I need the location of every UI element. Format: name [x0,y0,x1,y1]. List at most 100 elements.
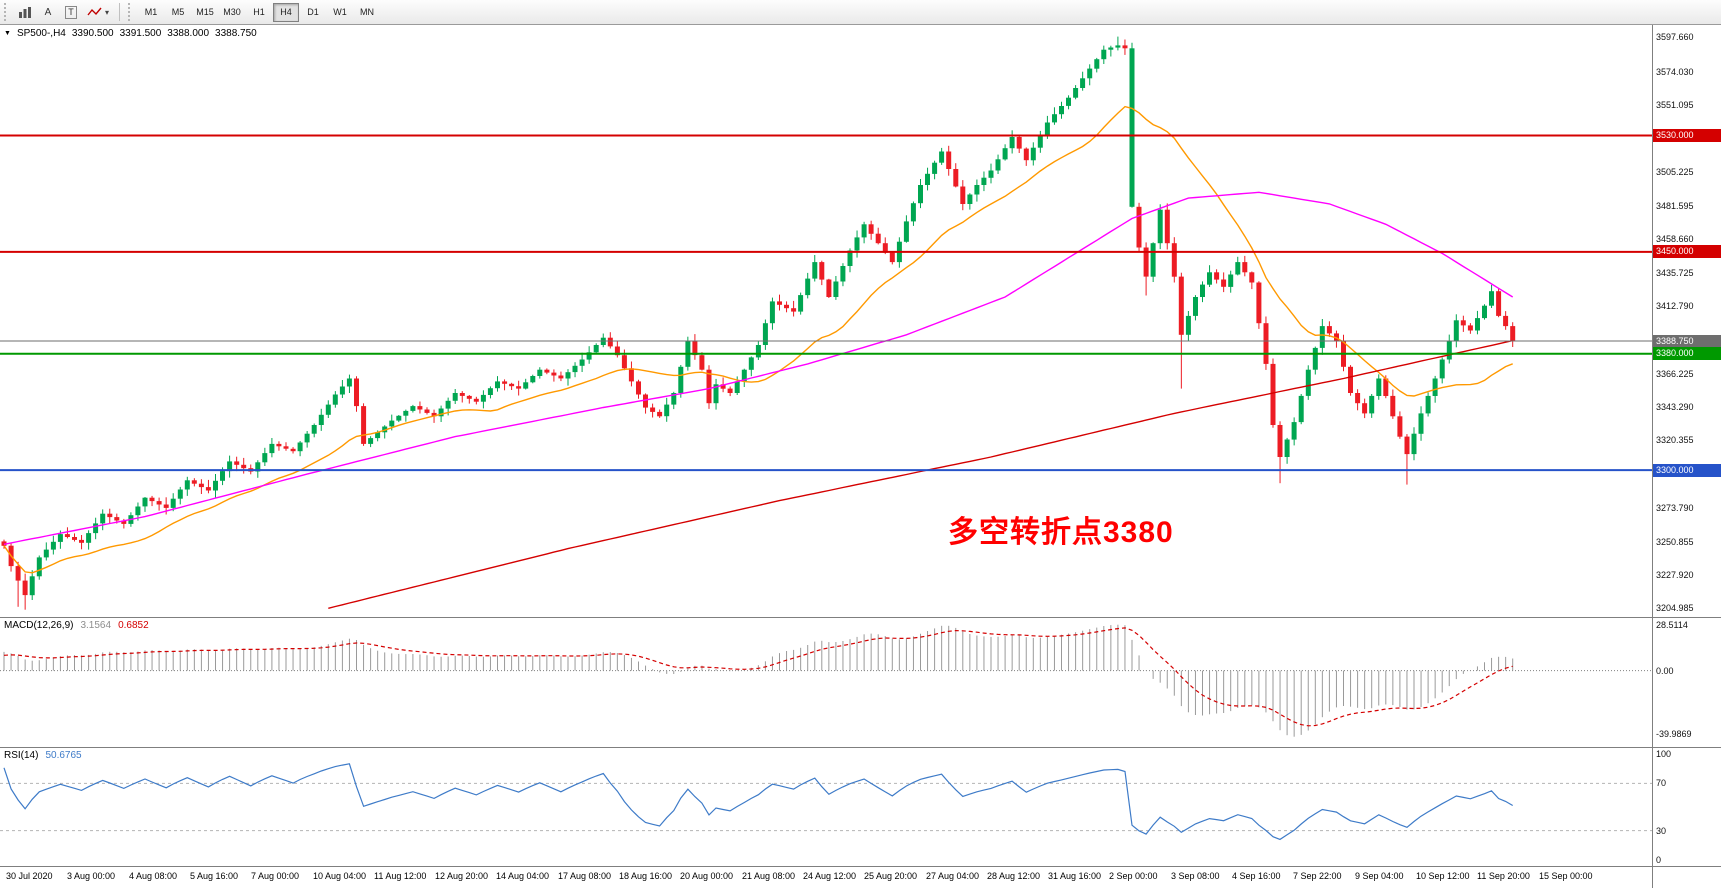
timeframe-button-h4[interactable]: H4 [273,2,300,22]
main-chart-canvas [0,36,1652,610]
macd-label: MACD(12,26,9) [4,620,74,631]
time-axis-label: 4 Aug 08:00 [129,871,178,881]
macd-axis-label: 28.5114 [1656,620,1688,630]
zigzag-icon [87,7,102,16]
ma-fast-line [3,105,1513,574]
rsi-value: 50.6765 [45,750,82,761]
timeframe-button-d1[interactable]: D1 [300,3,326,22]
timeframe-button-m1[interactable]: M1 [138,3,164,22]
time-axis-label: 4 Sep 16:00 [1232,871,1281,881]
time-axis-label: 15 Sep 00:00 [1539,871,1593,881]
time-axis-label: 5 Aug 16:00 [190,871,239,881]
toolbar-separator [119,3,121,21]
toolbar-drag-handle[interactable] [4,3,9,21]
timeframe-button-mn[interactable]: MN [354,3,380,22]
time-axis-row: 30 Jul 2020 3 Aug 00:00 4 Aug 08:00 5 Aug 1… [0,866,1721,888]
time-axis-label: 3 Aug 00:00 [67,871,116,881]
main-toolbar: A T ▾ M1 M5 M15 M30 H1 H4 D1 W1 MN [0,0,1721,25]
time-axis-label: 10 Sep 12:00 [1416,871,1470,881]
macd-plot[interactable]: MACD(12,26,9) 3.1564 0.6852 [0,618,1652,747]
chart-annotation-text: 多空转折点3380 [948,516,1174,549]
time-axis-corner [1652,867,1721,888]
macd-axis-label: -39.9869 [1656,729,1692,739]
time-axis-label: 14 Aug 04:00 [496,871,550,881]
price-axis-label: 3273.790 [1656,503,1694,513]
time-axis-label: 18 Aug 16:00 [619,871,673,881]
timeframe-button-h1[interactable]: H1 [246,3,272,22]
macd-main-value: 3.1564 [80,620,112,631]
main-chart-panel: ▼ SP500-,H4 3390.500 3391.500 3388.000 3… [0,25,1721,617]
timeframe-button-w1[interactable]: W1 [327,3,353,22]
price-axis-label: 3320.355 [1656,435,1694,445]
rsi-line [3,763,1514,841]
price-axis-label: 3505.225 [1656,167,1694,177]
time-axis-label: 2 Sep 00:00 [1109,871,1158,881]
rsi-label-row: RSI(14) 50.6765 [4,750,82,761]
time-axis-label: 11 Sep 20:00 [1477,871,1530,881]
timeframe-drag-handle[interactable] [128,3,133,21]
price-axis-label: 3481.595 [1656,201,1694,211]
rsi-axis-label: 0 [1656,855,1662,865]
rsi-axis[interactable]: 100 70 30 0 [1652,748,1721,866]
price-axis-label: 3366.225 [1656,369,1694,379]
timeframe-button-m15[interactable]: M15 [192,3,218,22]
bar-high: 3391.500 [119,28,162,39]
text-tool-button[interactable]: T [60,2,82,22]
symbol-period: SP500-,H4 [16,28,66,39]
rsi-axis-label: 30 [1656,826,1667,836]
macd-signal-value: 0.6852 [118,620,149,631]
macd-signal-line [3,627,1513,727]
price-axis-label: 3204.985 [1656,603,1694,613]
price-marker-3380.000: 3380.000 [1653,347,1721,360]
time-axis-label: 21 Aug 08:00 [742,871,796,881]
rsi-canvas [0,763,1652,841]
time-axis-label: 20 Aug 00:00 [680,871,734,881]
time-axis-label: 24 Aug 12:00 [803,871,857,881]
macd-label-row: MACD(12,26,9) 3.1564 0.6852 [4,620,149,631]
bar-chart-button[interactable] [14,2,36,22]
bar-close: 3388.750 [215,28,257,39]
price-marker-3450.000: 3450.000 [1653,245,1721,258]
price-axis-label: 3597.660 [1656,32,1694,42]
time-axis-label: 31 Aug 16:00 [1048,871,1102,881]
time-axis-label: 7 Sep 22:00 [1293,871,1342,881]
price-axis[interactable]: 3597.6603574.0303551.0953528.1603505.225… [1652,25,1721,617]
price-axis-label: 3574.030 [1656,67,1694,77]
timeframe-button-m30[interactable]: M30 [219,3,245,22]
timeframe-button-m5[interactable]: M5 [165,3,191,22]
bar-low: 3388.000 [167,28,210,39]
price-marker-3530.000: 3530.000 [1653,129,1721,142]
time-axis-label: 11 Aug 12:00 [374,871,427,881]
bar-chart-icon [19,6,31,18]
macd-histogram [3,624,1514,737]
font-a-button[interactable]: A [37,2,59,22]
price-axis-label: 3458.660 [1656,234,1694,244]
macd-axis-label: 0.00 [1656,666,1674,676]
price-marker-3388.750: 3388.750 [1653,335,1721,348]
ma-slow-line [328,339,1513,609]
time-axis-label: 25 Aug 20:00 [864,871,918,881]
rsi-label: RSI(14) [4,750,39,761]
line-studies-button[interactable]: ▾ [83,2,113,22]
price-axis-label: 3227.920 [1656,570,1694,580]
time-axis-label: 9 Sep 04:00 [1355,871,1404,881]
price-axis-label: 3412.790 [1656,301,1694,311]
ma-medium-line [3,191,1514,545]
price-axis-label: 3551.095 [1656,100,1694,110]
time-axis-label: 3 Sep 08:00 [1171,871,1220,881]
macd-axis[interactable]: 28.5114 0.00 -39.9869 [1652,618,1721,747]
time-axis-label: 10 Aug 04:00 [313,871,367,881]
text-tool-icon: T [65,5,77,19]
rsi-plot[interactable]: RSI(14) 50.6765 [0,748,1652,866]
time-axis[interactable]: 30 Jul 2020 3 Aug 00:00 4 Aug 08:00 5 Aug 1… [0,867,1652,888]
price-axis-label: 3250.855 [1656,537,1694,547]
rsi-panel: RSI(14) 50.6765 100 70 30 0 [0,747,1721,866]
candlestick-plot[interactable]: ▼ SP500-,H4 3390.500 3391.500 3388.000 3… [0,25,1652,617]
macd-panel: MACD(12,26,9) 3.1564 0.6852 28.5114 0.00 -… [0,617,1721,747]
collapse-triangle-icon[interactable]: ▼ [4,30,11,37]
price-marker-3300.000: 3300.000 [1653,464,1721,477]
time-axis-label: 7 Aug 00:00 [251,871,300,881]
time-axis-label: 28 Aug 12:00 [987,871,1041,881]
time-axis-label: 12 Aug 20:00 [435,871,489,881]
